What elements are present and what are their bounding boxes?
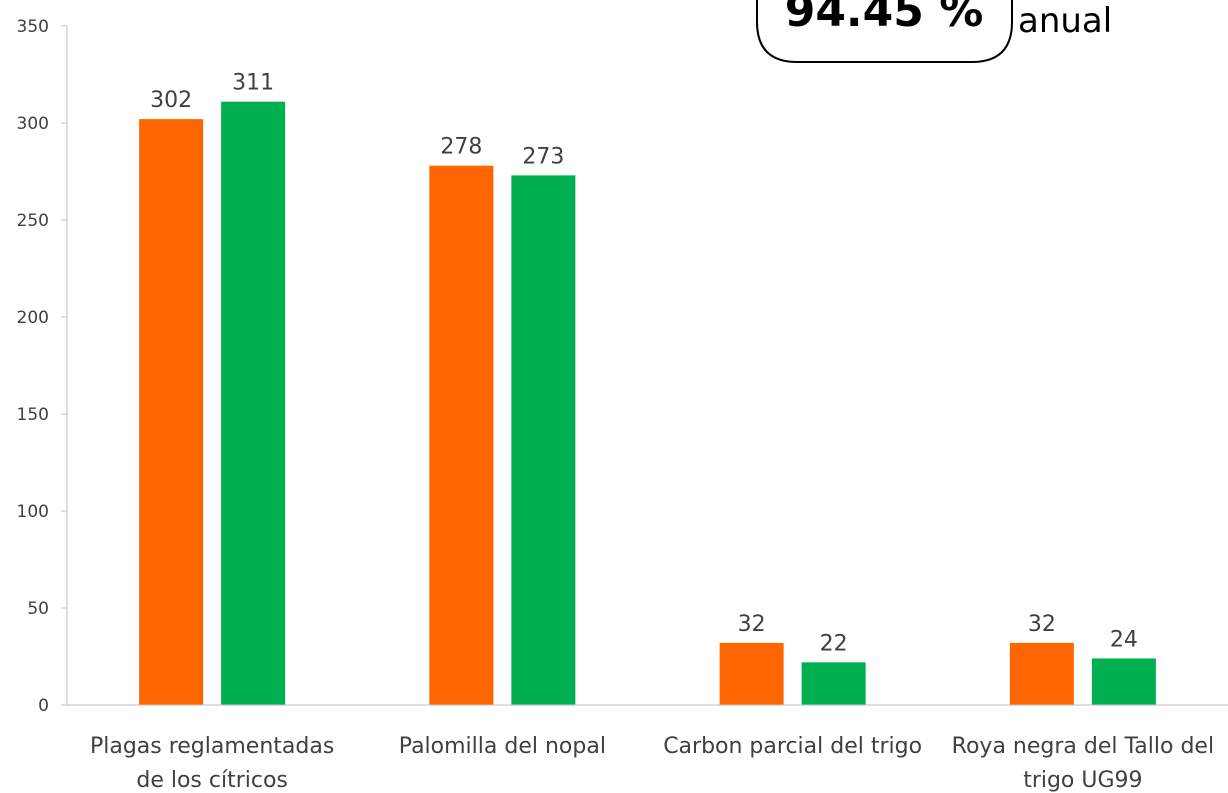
bars xyxy=(139,102,1156,705)
data-label: 32 xyxy=(1028,612,1056,637)
bar xyxy=(511,175,575,705)
bar xyxy=(139,119,203,705)
y-tick-label: 150 xyxy=(17,405,49,425)
x-category-label-line: Plagas reglamentadas xyxy=(90,734,334,759)
y-tick-label: 100 xyxy=(17,502,49,522)
x-category-label-line: Palomilla del nopal xyxy=(399,734,606,759)
data-label: 311 xyxy=(232,71,274,96)
y-tick-label: 0 xyxy=(38,696,49,716)
callout: 94.45 % anual xyxy=(757,0,1112,62)
bar xyxy=(802,662,866,705)
bar xyxy=(1092,658,1156,705)
x-category-label-line: Roya negra del Tallo del xyxy=(952,734,1214,759)
x-category-label-line: de los cítricos xyxy=(136,768,288,793)
bar xyxy=(720,643,784,705)
bar xyxy=(429,166,493,705)
data-label: 24 xyxy=(1110,627,1138,652)
data-label: 278 xyxy=(440,135,482,160)
callout-text: anual xyxy=(1018,1,1112,41)
bar xyxy=(221,102,285,705)
callout-value: 94.45 % xyxy=(785,0,984,37)
x-category-label: Roya negra del Tallo del trigo UG99 xyxy=(952,734,1214,793)
y-tick-label: 250 xyxy=(17,211,49,231)
x-category-label: Carbon parcial del trigo xyxy=(663,734,922,759)
x-category-label-line: trigo UG99 xyxy=(1023,768,1142,793)
bar xyxy=(1010,643,1074,705)
y-tick-label: 50 xyxy=(27,599,49,619)
data-label: 22 xyxy=(820,631,848,656)
data-label: 302 xyxy=(150,88,192,113)
y-tick-label: 350 xyxy=(17,17,49,37)
data-labels: 302 311 278 273 32 22 32 24 xyxy=(150,71,1138,657)
y-axis: 0 50 100 150 200 250 300 350 xyxy=(17,17,67,716)
x-axis: Plagas reglamentadas de los cítricos Palom… xyxy=(67,705,1228,793)
y-tick-label: 300 xyxy=(17,114,49,134)
x-category-label: Plagas reglamentadas de los cítricos xyxy=(90,734,334,793)
data-label: 273 xyxy=(522,144,564,169)
x-category-label-line: Carbon parcial del trigo xyxy=(663,734,922,759)
data-label: 32 xyxy=(738,612,766,637)
y-tick-label: 200 xyxy=(17,308,49,328)
x-category-label: Palomilla del nopal xyxy=(399,734,606,759)
